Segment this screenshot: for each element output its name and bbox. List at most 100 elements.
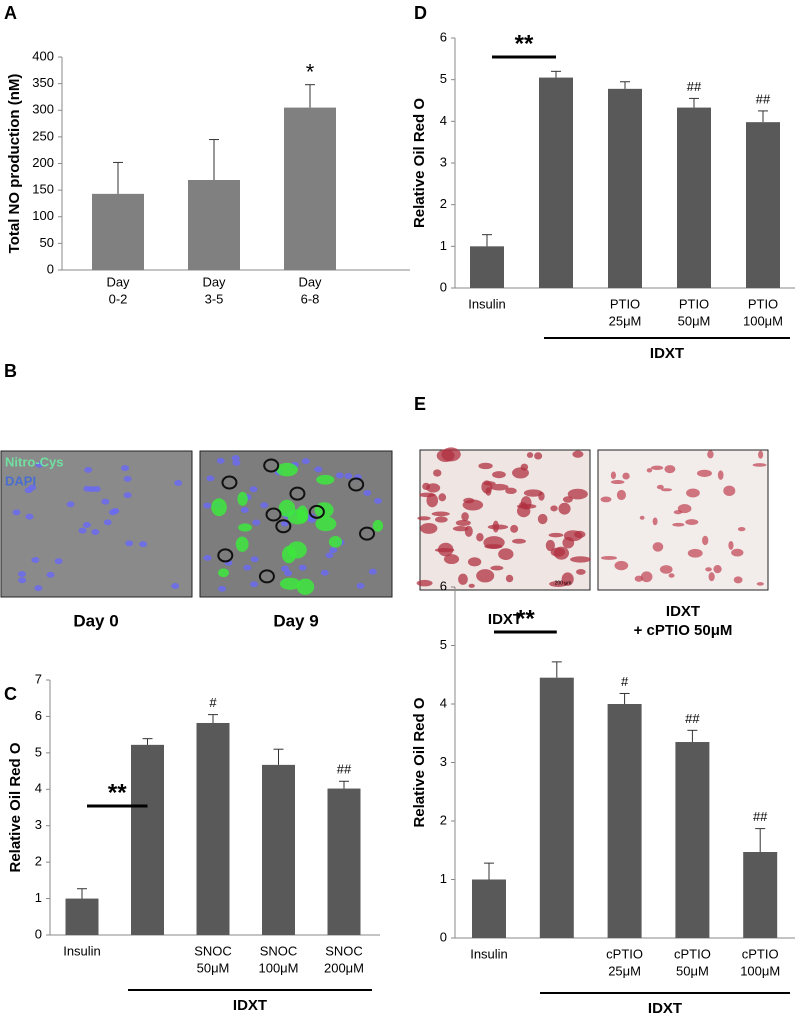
lipid-stain [677, 504, 692, 514]
y-tick-label: 1 [35, 890, 42, 905]
bracket-label: ** [108, 779, 127, 806]
no-signal [235, 536, 249, 552]
lipid-stain [420, 522, 438, 534]
bar [539, 677, 574, 938]
y-tick-label: 50 [40, 235, 54, 250]
bar [262, 764, 295, 935]
lipid-stain [476, 532, 484, 542]
lipid-stain [431, 511, 450, 517]
no-signal [238, 523, 252, 532]
lipid-stain [572, 450, 584, 458]
x-tick-label: 25μM [609, 313, 642, 328]
nucleus [284, 570, 293, 577]
nucleus [329, 547, 338, 554]
no-signal [372, 519, 384, 532]
lipid-stain [558, 502, 571, 515]
lipid-stain [756, 582, 764, 586]
oil-red-images [416, 447, 769, 591]
no-signal [315, 516, 337, 532]
x-tick-label: 6-8 [301, 291, 320, 306]
lipid-cell [359, 526, 376, 541]
x-tick-label: 50μM [197, 960, 230, 975]
lipid-stain [443, 554, 460, 565]
lipid-stain [490, 483, 509, 491]
no-signal [279, 577, 301, 590]
stain-label: Nitro-Cys [5, 454, 64, 469]
no-signal [296, 578, 315, 595]
lipid-cell [289, 486, 306, 501]
lipid-stain [548, 532, 564, 538]
y-tick-label: 1 [440, 871, 447, 886]
lipid-stain [458, 573, 468, 585]
nucleus [101, 498, 110, 505]
x-tick-label: SNOC [194, 943, 232, 958]
lipid-stain [697, 469, 712, 477]
y-tick-label: 5 [35, 744, 42, 759]
x-tick-label: 25μM [608, 963, 641, 978]
bar [196, 722, 230, 935]
y-tick-label: 4 [440, 113, 447, 128]
no-signal [276, 462, 298, 477]
image-caption: IDXT [666, 603, 700, 620]
nucleus [25, 513, 34, 520]
bar [131, 744, 164, 935]
lipid-stain [512, 467, 529, 479]
bar [746, 122, 780, 289]
lipid-stain [687, 548, 703, 558]
y-tick-label: 150 [32, 182, 54, 197]
lipid-stain [492, 471, 506, 479]
lipid-stain [705, 567, 712, 572]
no-signal [211, 498, 227, 517]
lipid-stain [510, 524, 519, 533]
lipid-stain [534, 452, 543, 460]
lipid-stain [426, 483, 441, 493]
bracket-label: ** [515, 30, 534, 57]
y-tick-label: 3 [35, 817, 42, 832]
nucleus [325, 552, 334, 559]
lipid-stain [417, 516, 431, 521]
lipid-stain [616, 489, 627, 501]
y-tick-label: 3 [440, 154, 447, 169]
bar [472, 879, 506, 938]
x-tick-label: 0-2 [109, 291, 128, 306]
lipid-stain [562, 496, 573, 503]
stain-label: DAPI [5, 473, 36, 488]
group-label: IDXT [650, 345, 684, 362]
x-tick-label: SNOC [325, 943, 363, 958]
lipid-stain [650, 465, 664, 471]
group-label: IDXT [648, 1000, 682, 1015]
no-signal [328, 536, 343, 548]
panel-label: E [414, 394, 426, 414]
nucleus [18, 577, 27, 584]
y-tick-label: 0 [440, 929, 447, 944]
lipid-cell [308, 504, 325, 519]
lipid-stain [672, 522, 685, 527]
lipid-stain [686, 488, 700, 498]
y-tick-label: 350 [32, 75, 54, 90]
lipid-stain [570, 556, 591, 563]
image-caption: Day 0 [73, 611, 118, 630]
y-tick-label: 0 [440, 279, 447, 294]
x-tick-label: PTIO [679, 296, 709, 311]
x-tick-label: 100μM [740, 963, 780, 978]
nucleus [320, 569, 329, 576]
nucleus [17, 571, 26, 578]
x-tick-label: 3-5 [205, 291, 224, 306]
bar [470, 246, 504, 288]
lipid-stain [733, 576, 743, 584]
x-tick-label: Day [106, 274, 130, 289]
lipid-stain [717, 470, 724, 480]
nucleus [240, 506, 249, 513]
lipid-stain [512, 538, 526, 544]
lipid-stain [516, 503, 537, 509]
nucleus [66, 501, 75, 508]
y-axis-title: Relative Oil Red O [411, 98, 428, 228]
lipid-cell [221, 475, 238, 490]
fluorescence-images [0, 450, 393, 598]
nucleus [363, 489, 372, 496]
nucleus [123, 492, 132, 499]
y-tick-label: 3 [440, 754, 447, 769]
lipid-stain [708, 572, 715, 582]
x-tick-label: Day [298, 274, 322, 289]
no-signal [316, 474, 335, 485]
